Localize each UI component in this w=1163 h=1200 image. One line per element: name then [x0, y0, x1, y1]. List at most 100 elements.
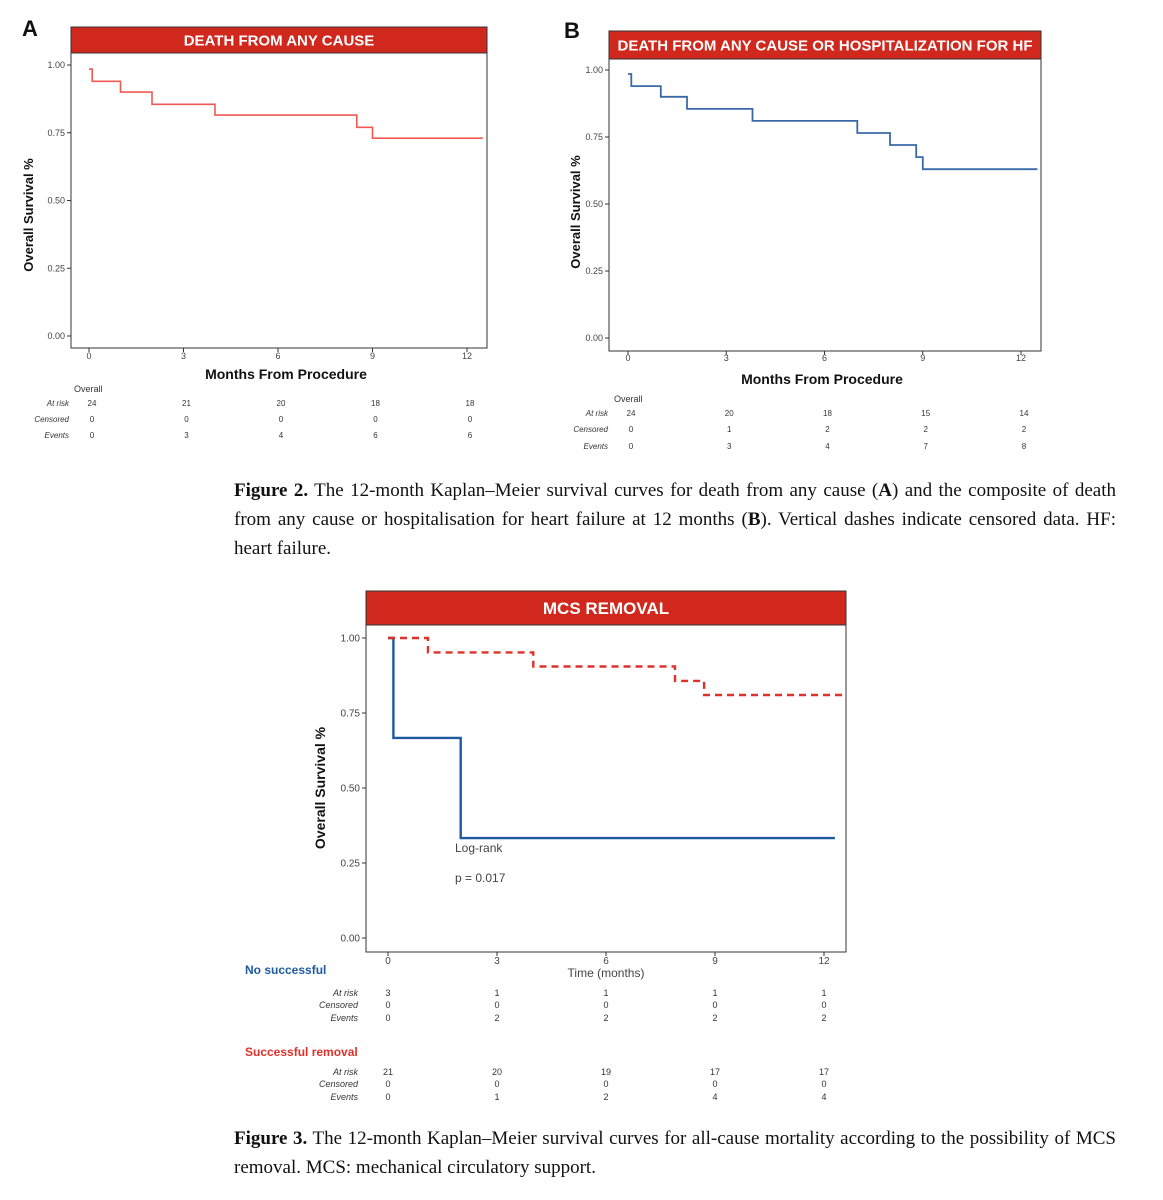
- chart-b-risk-cell: 4: [825, 442, 830, 451]
- chart-c-risk-row-label: Censored: [319, 1079, 359, 1089]
- chart-b-risk-cell: 1: [727, 425, 732, 434]
- chart-c-risk-group-label: Successful removal: [245, 1045, 358, 1059]
- chart-c-risk-cell: 20: [492, 1067, 502, 1077]
- chart-c-risk-row-label: At risk: [332, 988, 359, 998]
- chart-c-risk-cell: 19: [601, 1067, 611, 1077]
- chart-b-xtick-label: 3: [724, 353, 729, 363]
- chart-c-ylabel: Overall Survival %: [312, 726, 328, 849]
- chart-a-ytick-label: 0.00: [47, 331, 65, 341]
- chart-a-risk-cell: 0: [279, 415, 284, 424]
- chart-c-xtick-label: 6: [603, 956, 609, 967]
- chart-a-risk-cell: 4: [279, 431, 284, 440]
- figure-2-caption-bold-a: A: [878, 480, 892, 501]
- chart-c-risk-cell: 1: [603, 988, 608, 998]
- chart-b-risk-cell: 3: [727, 442, 732, 451]
- chart-c-risk-cell: 0: [494, 1000, 499, 1010]
- chart-b-risk-cell: 20: [725, 409, 734, 418]
- chart-c-risk-cell: 21: [383, 1067, 393, 1077]
- chart-c-risk-row-label: Censored: [319, 1000, 359, 1010]
- chart-b-series-line-1: [628, 73, 1038, 171]
- chart-c-xtick-label: 3: [494, 956, 500, 967]
- chart-c-ytick-label: 0.25: [341, 859, 361, 870]
- figure-3-caption-label: Figure 3.: [234, 1128, 308, 1149]
- chart-c-risk-cell: 4: [821, 1092, 826, 1102]
- chart-c-ytick-label: 1.00: [341, 634, 361, 645]
- chart-c-risk-cell: 1: [494, 988, 499, 998]
- chart-a-risk-cell: 0: [373, 415, 378, 424]
- chart-c-xtick-label: 9: [712, 956, 718, 967]
- chart-c-risk-cell: 0: [494, 1079, 499, 1089]
- chart-c-risk-cell: 17: [710, 1067, 720, 1077]
- chart-c-xtick-label: 0: [385, 956, 391, 967]
- chart-c-risk-cell: 0: [385, 1013, 390, 1023]
- chart-a-risk-cell: 6: [468, 431, 473, 440]
- chart-b-ylabel: Overall Survival %: [568, 155, 583, 269]
- chart-c-risk-cell: 0: [821, 1000, 826, 1010]
- chart-c-risk-cell: 0: [385, 1079, 390, 1089]
- chart-b-plot-frame: [608, 58, 1042, 352]
- figure-2-caption-text-3: ). Vertical dashes indicate censored dat…: [234, 509, 1116, 559]
- chart-a: A DEATH FROM ANY CAUSE 0.00 0.25 0.50 0.75 1.0…: [21, 16, 488, 440]
- chart-c-series-line-2: [388, 636, 846, 697]
- chart-c-risk-cell: 2: [494, 1013, 499, 1023]
- chart-b: B DEATH FROM ANY CAUSE OR HOSPITALIZATION…: [564, 18, 1042, 451]
- chart-c-risk-cell: 4: [712, 1092, 717, 1102]
- chart-b-xtick-label: 12: [1016, 353, 1026, 363]
- figure-3-caption: Figure 3. The 12-month Kaplan–Meier surv…: [234, 1124, 1116, 1182]
- chart-c-risk-group-label: No successful: [245, 963, 326, 977]
- chart-c-risk-cell: 0: [385, 1092, 390, 1102]
- chart-a-risk-row-label: Censored: [34, 415, 69, 424]
- chart-c-risk-row-label: At risk: [332, 1067, 359, 1077]
- figure-2-caption-label: Figure 2.: [234, 480, 309, 501]
- chart-b-panel-letter: B: [564, 18, 580, 43]
- figure-2-caption-bold-b: B: [747, 509, 761, 530]
- chart-b-xtick-label: 6: [822, 353, 827, 363]
- chart-c-risk-cell: 17: [819, 1067, 829, 1077]
- chart-c-ytick-label: 0.75: [341, 709, 361, 720]
- chart-a-xtick-label: 0: [86, 351, 91, 361]
- chart-c-risk-cell: 0: [712, 1079, 717, 1089]
- chart-c-risk-cell: 2: [821, 1013, 826, 1023]
- figure-2-caption-text-2: ) and the composite of death from any ca…: [234, 480, 1116, 530]
- chart-b-risk-cell: 0: [629, 442, 634, 451]
- chart-c-series-line-1: [388, 636, 835, 840]
- chart-b-risk-cell: 14: [1020, 409, 1029, 418]
- chart-c-risk-cell: 2: [603, 1013, 608, 1023]
- chart-a-panel-letter: A: [22, 16, 38, 41]
- chart-c-xtick-label: 12: [818, 956, 830, 967]
- chart-a-risk-cell: 3: [184, 431, 189, 440]
- chart-a-risk-cell: 18: [371, 399, 380, 408]
- chart-b-risk-cell: 7: [924, 442, 929, 451]
- chart-a-xtick-label: 9: [370, 351, 375, 361]
- chart-b-risk-cell: 2: [825, 425, 830, 434]
- chart-c-risk-cell: 0: [712, 1000, 717, 1010]
- chart-b-title-banner: [608, 30, 1042, 60]
- chart-a-risk-row-label: At risk: [46, 399, 70, 408]
- chart-c-risk-cell: 0: [385, 1000, 390, 1010]
- chart-b-ytick-label: 0.00: [585, 333, 603, 343]
- chart-c-title: MCS REMOVAL: [543, 599, 669, 618]
- chart-b-ytick-label: 1.00: [585, 65, 603, 75]
- chart-c-annotation-test: Log-rank: [455, 841, 503, 855]
- chart-a-title-banner: [70, 26, 488, 54]
- chart-b-xtick-label: 0: [625, 353, 630, 363]
- chart-a-risk-cell: 0: [184, 415, 189, 424]
- chart-c-ytick-label: 0.50: [341, 784, 361, 795]
- chart-b-ytick-label: 0.50: [585, 199, 603, 209]
- chart-a-risk-cell: 21: [182, 399, 191, 408]
- chart-a-xtick-label: 12: [462, 351, 472, 361]
- chart-b-risk-row-label: Events: [584, 442, 608, 451]
- chart-a-ylabel: Overall Survival %: [21, 158, 36, 272]
- chart-a-risk-cell: 0: [468, 415, 473, 424]
- chart-c-ytick-label: 0.00: [341, 934, 361, 945]
- chart-c-risk-cell: 0: [603, 1000, 608, 1010]
- chart-a-xtick-label: 3: [181, 351, 186, 361]
- chart-c-risk-row-label: Events: [330, 1013, 358, 1023]
- chart-b-risk-cell: 2: [1022, 425, 1027, 434]
- chart-c-annotation-pvalue: p = 0.017: [455, 871, 506, 885]
- chart-b-risk-cell: 0: [629, 425, 634, 434]
- chart-b-xtick-label: 9: [920, 353, 925, 363]
- chart-b-ytick-label: 0.25: [585, 266, 603, 276]
